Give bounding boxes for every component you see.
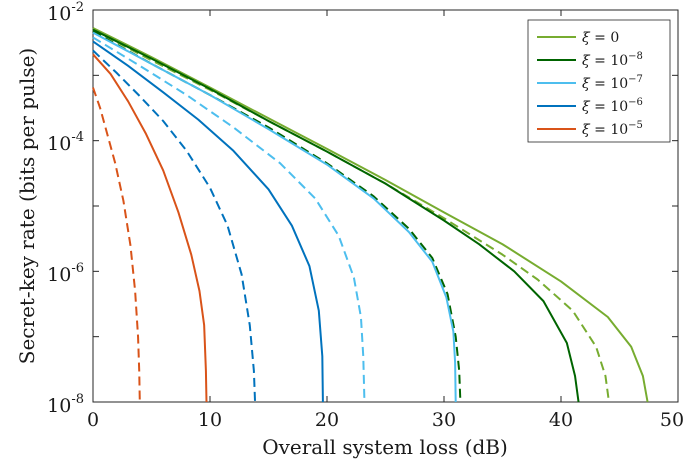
series-line-solid [92,28,580,403]
series-line-dashed [92,36,366,403]
series-line-dashed [92,49,257,403]
tick-group [92,9,679,403]
x-tick-label: 20 [315,409,339,431]
x-tick-label: 0 [87,409,99,431]
y-tick-label: 10-2 [47,0,84,25]
legend-entry: ξ = 10−7 [582,74,643,92]
y-tick-label: 10-8 [47,392,84,417]
legend-entry: ξ = 0 [582,30,619,46]
x-tick-label: 50 [660,409,684,431]
x-tick-labels: 0 10 20 30 40 50 [87,409,684,431]
series-line-solid [92,53,208,403]
y-axis-label: Secret-key rate (bits per pulse) [15,48,39,364]
series-line-solid [92,27,649,403]
legend-box [527,19,671,143]
x-axis-label: Overall system loss (dB) [262,435,508,459]
series-line-dashed [92,87,141,403]
legend-entry: ξ = 10−8 [582,51,643,69]
y-tick-label: 10-6 [47,261,84,286]
legend-entry: ξ = 10−5 [582,120,643,138]
legend-entry: ξ = 10−6 [582,97,643,115]
x-tick-label: 30 [432,409,456,431]
series-line-solid [92,31,457,403]
y-tick-labels: 10-8 10-6 10-4 10-2 [47,0,84,417]
x-tick-label: 10 [198,409,222,431]
x-tick-label: 40 [549,409,573,431]
series-line-solid [92,40,324,403]
legend: ξ = 0 ξ = 10−8 ξ = 10−7 ξ = 10−6 ξ = 10−… [527,19,671,143]
y-tick-label: 10-4 [47,130,84,155]
series-group [92,27,649,403]
